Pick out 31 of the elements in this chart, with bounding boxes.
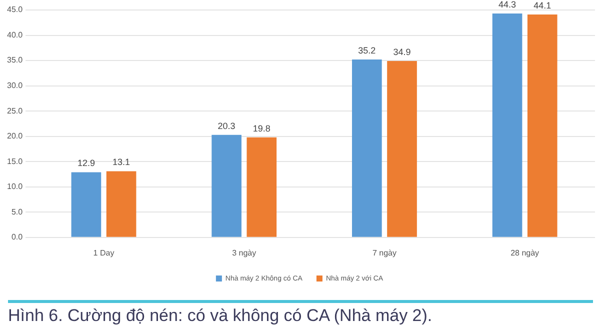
data-label: 35.2 [358, 46, 376, 56]
x-tick-label: 1 Day [93, 248, 114, 258]
y-tick-label: 20.0 [6, 132, 24, 141]
bar [106, 171, 136, 237]
bar [246, 137, 277, 237]
data-label: 19.8 [252, 123, 270, 134]
y-tick-label: 5.0 [11, 207, 24, 216]
y-tick-label: 40.0 [6, 30, 24, 40]
x-tick-label: 7 ngày [372, 248, 396, 258]
bar [352, 60, 382, 237]
y-tick-label: 45.0 [6, 5, 24, 14]
data-label: 13.1 [112, 157, 130, 168]
y-tick-label: 15.0 [6, 156, 24, 166]
y-tick-label: 25.0 [6, 106, 24, 116]
x-tick-label: 28 ngày [510, 248, 540, 258]
bar [492, 14, 522, 237]
data-label: 44.1 [534, 0, 552, 11]
bar [212, 134, 242, 237]
y-tick-label: 10.0 [6, 182, 24, 192]
data-label: 20.3 [218, 120, 236, 131]
data-label: 12.9 [77, 158, 95, 168]
x-tick-label: 3 ngày [232, 248, 256, 258]
bar [71, 172, 102, 237]
bar [387, 61, 417, 237]
y-tick-label: 30.0 [6, 81, 24, 90]
y-tick-label: 0.0 [11, 232, 24, 242]
data-label: 44.3 [498, 0, 516, 10]
data-label: 34.9 [393, 47, 411, 58]
text: Hình 6. Cường độ nén: có và không có CA (Nhà máy 2). [8, 306, 432, 326]
y-tick-label: 35.0 [6, 56, 24, 65]
bar [527, 14, 558, 237]
